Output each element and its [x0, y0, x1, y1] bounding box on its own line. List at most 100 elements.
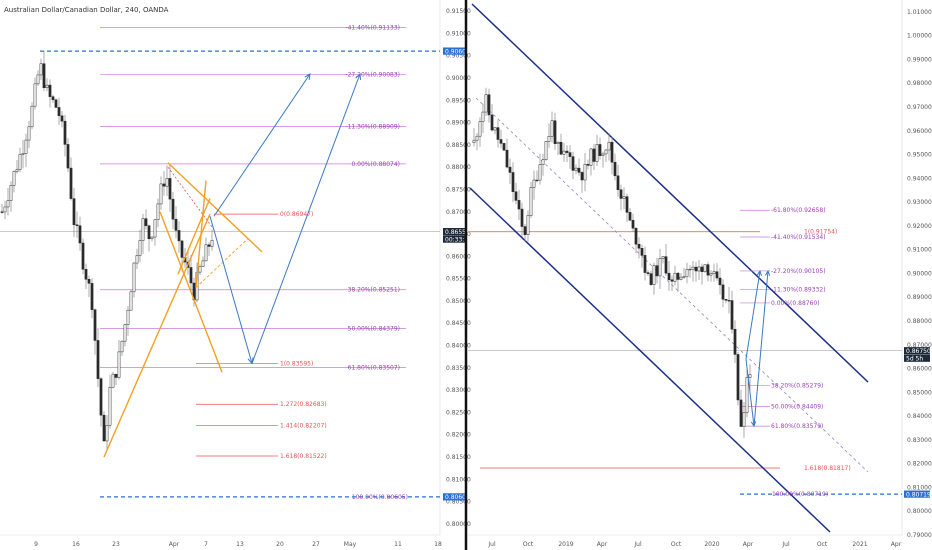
right-ext-label: 1(0.91754): [804, 229, 837, 236]
right-chart-panel[interactable]: 0.79000 0.80000 0.81000 0.82000 0.83000 0.840…: [468, 0, 932, 548]
candle-body: [550, 120, 554, 137]
candle-body: [670, 279, 674, 282]
right-y-tick: 0.94000: [907, 175, 932, 182]
candle-body: [33, 83, 37, 107]
candle-body: [553, 120, 557, 144]
candle-body: [0, 211, 4, 213]
candle-body: [75, 224, 79, 226]
right-x-tick: Jul: [487, 541, 496, 548]
candle-body: [502, 143, 506, 151]
candle-body: [36, 74, 40, 85]
orange-trendline: [167, 162, 263, 253]
right-y-tick: 0.85000: [907, 389, 932, 396]
candle-body: [541, 159, 545, 165]
candle-body: [90, 283, 94, 310]
right-x-tick: Apr: [891, 541, 902, 548]
candle-body: [619, 189, 623, 199]
candle-body: [45, 84, 49, 88]
left-y-tick: 0.82000: [446, 432, 471, 439]
candle-body: [664, 256, 668, 274]
candle-body: [661, 256, 665, 259]
left-y-tick: 0.87000: [446, 209, 471, 216]
right-x-tick: Oct: [523, 541, 534, 548]
right-x-tick: 2021: [852, 541, 867, 548]
candle-body: [508, 166, 512, 173]
candle-body: [204, 244, 208, 262]
candle-body: [3, 206, 7, 213]
candle-body: [748, 374, 752, 378]
candle-body: [66, 144, 70, 169]
candle-body: [622, 196, 626, 199]
orange-trendline: [103, 213, 211, 458]
right-x-tick: Jul: [633, 541, 642, 548]
candle-body: [514, 191, 518, 201]
candle-body: [493, 127, 497, 131]
candle-body: [628, 212, 632, 221]
candle-body: [156, 203, 160, 220]
candle-body: [171, 198, 175, 220]
candle-body: [12, 171, 16, 186]
candle-body: [84, 269, 88, 280]
candle-body: [574, 167, 578, 171]
candle-body: [81, 242, 85, 270]
candle-body: [39, 63, 43, 76]
right-blue-arrow-up: [745, 270, 761, 360]
left-x-tick: 11: [394, 541, 402, 548]
left-y-tick: 0.91000: [446, 30, 471, 37]
candle-body: [538, 164, 542, 181]
candle-body: [63, 120, 67, 145]
candle-body: [547, 136, 551, 142]
right-fib-label: 38.20%(0.85279): [771, 383, 823, 390]
candle-body: [475, 135, 479, 141]
right-y-tick: 0.92000: [907, 223, 932, 230]
right-y-tick: 0.80000: [907, 508, 932, 515]
candle-body: [108, 386, 112, 426]
candle-body: [595, 144, 599, 162]
candle-body: [135, 255, 139, 264]
candle-body: [24, 139, 28, 154]
left-y-tick: 0.85000: [446, 298, 471, 305]
candle-body: [592, 148, 596, 162]
right-fib-label: -11.30%(0.89332): [771, 286, 826, 293]
left-ext-label: 1.414(0.82207): [280, 422, 327, 429]
right-price-tag: [904, 354, 930, 362]
right-fib-label: 50.00%(0.84409): [771, 403, 823, 410]
candle-body: [111, 373, 115, 388]
candle-body: [189, 267, 193, 284]
right-y-tick: 0.82000: [907, 461, 932, 468]
candle-body: [673, 272, 677, 282]
candle-body: [727, 300, 731, 302]
right-ext-label: 1.618(0.81817): [804, 465, 851, 472]
candle-body: [724, 299, 728, 301]
candle-body: [138, 240, 142, 256]
candle-body: [159, 183, 163, 205]
candle-body: [9, 185, 13, 201]
left-x-tick: 27: [312, 541, 320, 548]
candle-body: [48, 84, 52, 97]
right-y-tick: 0.95000: [907, 152, 932, 159]
right-y-tick: 1.01000: [907, 9, 932, 16]
candle-body: [616, 175, 620, 190]
candle-body: [529, 187, 533, 216]
candle-body: [120, 340, 124, 353]
candle-body: [742, 412, 746, 427]
blue-arrow-up-head: [304, 73, 311, 81]
left-chart-panel[interactable]: 0.80000 0.80500 0.81000 0.81500 0.82000 0.825…: [0, 0, 472, 548]
candle-body: [625, 196, 629, 213]
candle-body: [577, 167, 581, 173]
candle-body: [180, 240, 184, 258]
left-fib-label: -11.30%(0.88909): [345, 124, 400, 131]
orange-dashed-projection: [195, 238, 249, 288]
candle-body: [613, 161, 617, 177]
candle-body: [99, 378, 103, 416]
candle-body: [51, 96, 55, 101]
right-y-tick: 0.90000: [907, 270, 932, 277]
right-y-tick: 0.93000: [907, 199, 932, 206]
candle-body: [688, 268, 692, 271]
left-y-tick: 0.80000: [446, 521, 471, 528]
candle-body: [586, 164, 590, 166]
left-y-tick: 0.86000: [446, 253, 471, 260]
right-fib-label: -27.20%(0.90105): [771, 268, 826, 275]
left-price-tag-text: 00:33:20: [445, 236, 472, 243]
